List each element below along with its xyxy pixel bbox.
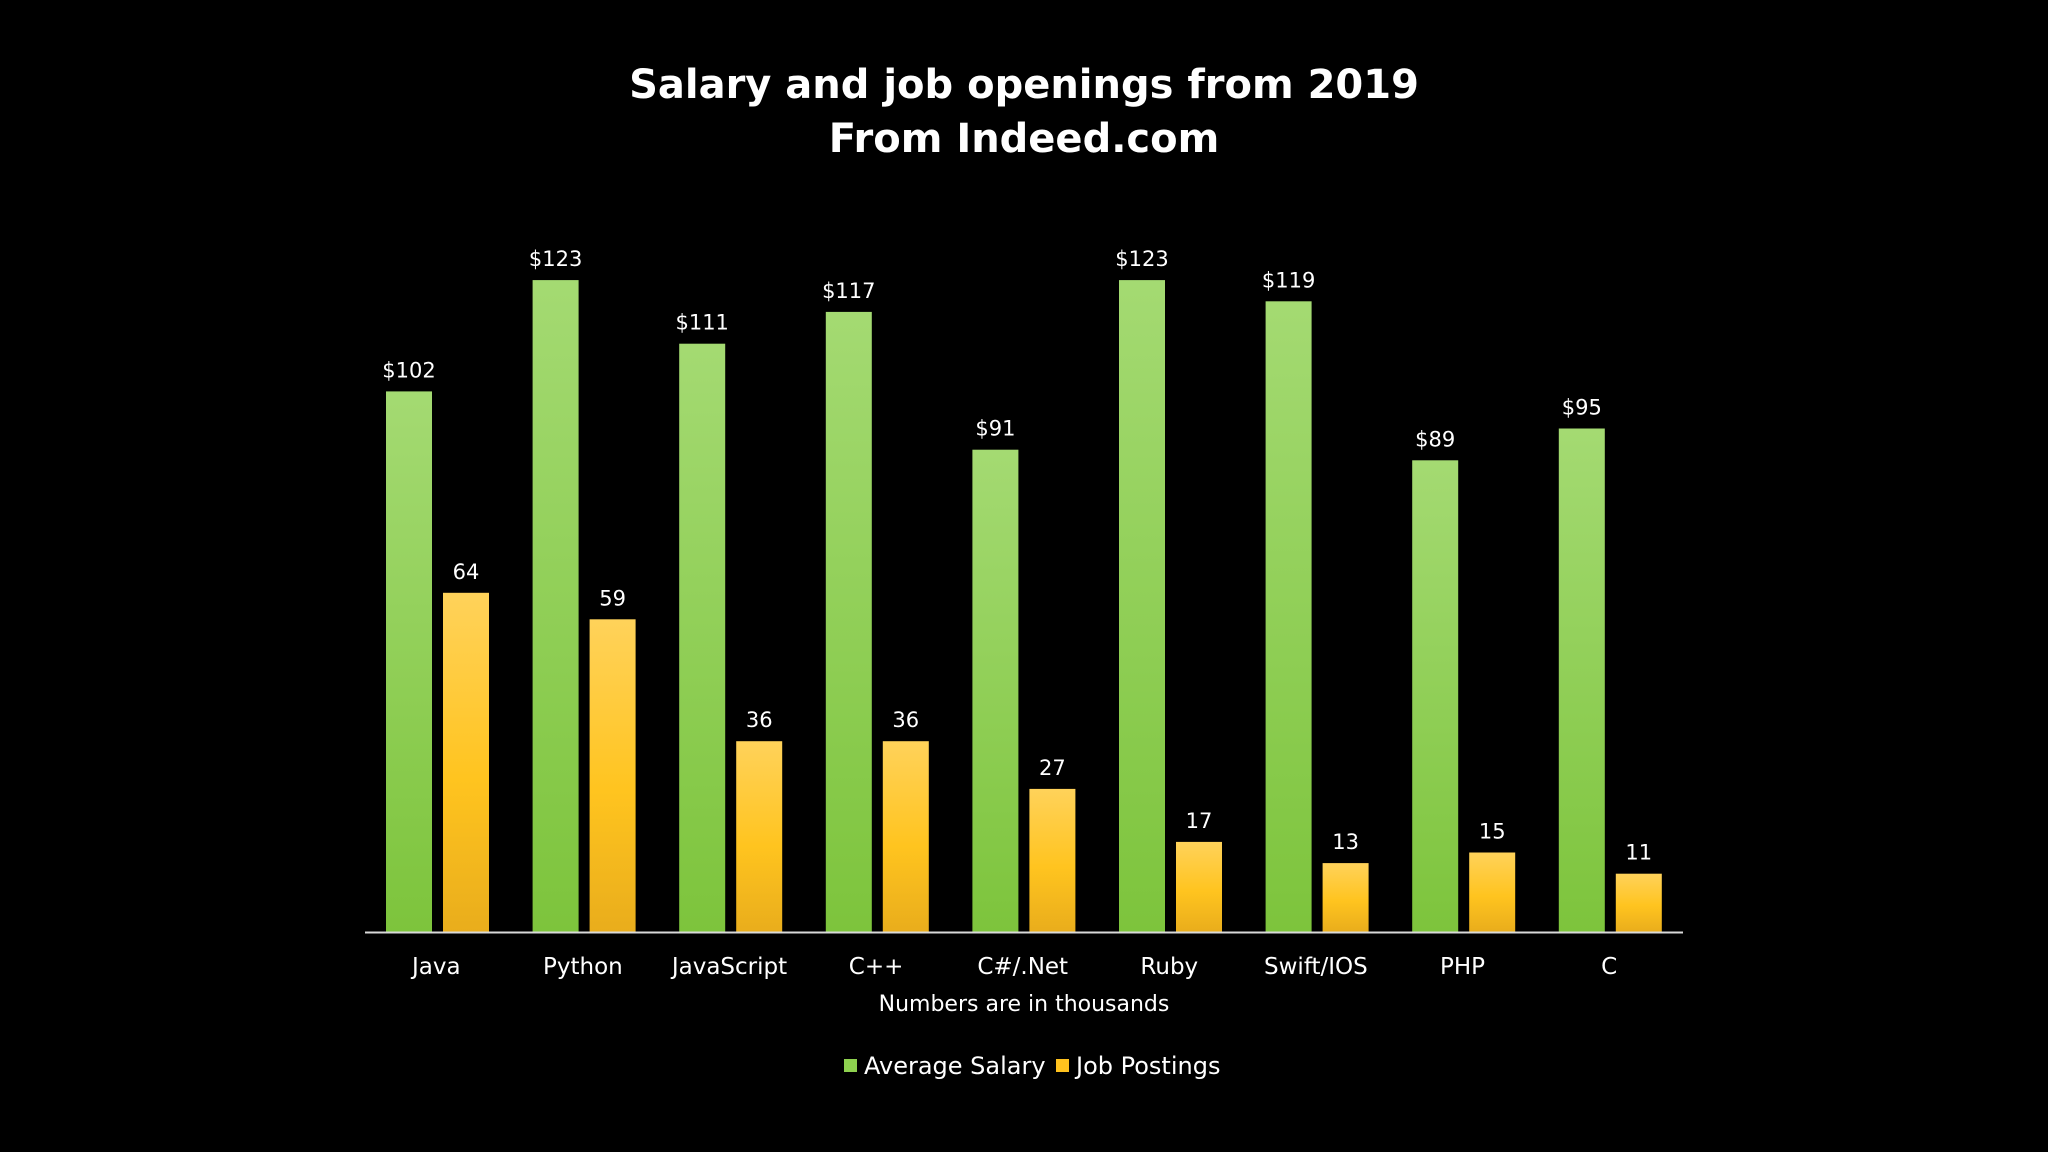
bar-job-postings-python [589, 619, 636, 932]
data-label-job-postings-java: 64 [453, 560, 480, 584]
category-label-c: C++ [849, 954, 904, 980]
data-label-job-postings-c-net: 27 [1039, 756, 1066, 780]
category-label-ruby: Ruby [1140, 954, 1198, 980]
data-label-average-salary-php: $89 [1415, 427, 1455, 451]
legend-swatch-job-postings [1056, 1059, 1069, 1072]
legend: Average Salary Job Postings [844, 1052, 1220, 1080]
bar-job-postings-ruby [1176, 841, 1222, 932]
bar-job-postings-c-net [1029, 788, 1076, 932]
chart-subtitle: From Indeed.com [829, 116, 1220, 162]
data-label-average-salary-javascript: $111 [675, 311, 728, 335]
category-labels-layer: Java Python JavaScript C++ C#/.Net Ruby Swift/… [410, 954, 1617, 980]
bar-average-salary-ruby [1119, 280, 1165, 933]
chart-title: Salary and job openings from 2019 [629, 62, 1419, 108]
bar-average-salary-c-net [972, 449, 1019, 932]
bar-job-postings-javascript [736, 741, 783, 932]
category-label-javascript: JavaScript [670, 954, 787, 980]
data-label-job-postings-python: 59 [599, 586, 626, 610]
data-label-job-postings-javascript: 36 [746, 708, 773, 732]
data-label-average-salary-c: $117 [822, 279, 875, 303]
category-label-python: Python [543, 954, 623, 980]
bar-average-salary-java [386, 391, 432, 932]
data-label-job-postings-c: 36 [892, 708, 919, 732]
bar-average-salary-python [532, 280, 579, 933]
data-label-job-postings-swift-ios: 13 [1332, 830, 1359, 854]
category-label-c: C [1601, 954, 1617, 980]
legend-label-job-postings: Job Postings [1074, 1052, 1220, 1080]
value-labels-layer: $102 64 $123 59 $111 36 $117 36 $91 27 $123 17 $119 1… [382, 247, 1652, 865]
bar-job-postings-java [443, 592, 489, 932]
data-label-average-salary-c: $95 [1562, 396, 1602, 420]
data-label-job-postings-ruby: 17 [1186, 809, 1213, 833]
legend-label-average-salary: Average Salary [864, 1052, 1046, 1080]
bar-average-salary-c [1558, 428, 1605, 932]
data-label-average-salary-java: $102 [382, 358, 435, 382]
data-label-job-postings-c: 11 [1625, 841, 1652, 865]
category-label-php: PHP [1440, 954, 1485, 980]
bar-job-postings-swift-ios [1322, 863, 1369, 932]
bar-average-salary-c [825, 311, 872, 932]
legend-swatch-average-salary [844, 1059, 857, 1072]
bar-job-postings-c [1615, 873, 1662, 932]
data-label-average-salary-python: $123 [529, 247, 582, 271]
category-label-java: Java [410, 954, 461, 980]
bar-average-salary-javascript [679, 343, 726, 932]
data-label-job-postings-php: 15 [1479, 820, 1506, 844]
x-axis-title: Numbers are in thousands [879, 992, 1170, 1017]
bar-job-postings-php [1469, 852, 1516, 932]
category-label-c-net: C#/.Net [977, 954, 1068, 980]
data-label-average-salary-c-net: $91 [975, 417, 1015, 441]
bar-job-postings-c [882, 741, 929, 932]
bar-average-salary-php [1412, 460, 1459, 932]
data-label-average-salary-ruby: $123 [1115, 247, 1168, 271]
bars-layer [386, 280, 1662, 933]
bar-average-salary-swift-ios [1265, 301, 1312, 932]
category-label-swift-ios: Swift/IOS [1264, 954, 1368, 980]
data-label-average-salary-swift-ios: $119 [1262, 268, 1315, 292]
